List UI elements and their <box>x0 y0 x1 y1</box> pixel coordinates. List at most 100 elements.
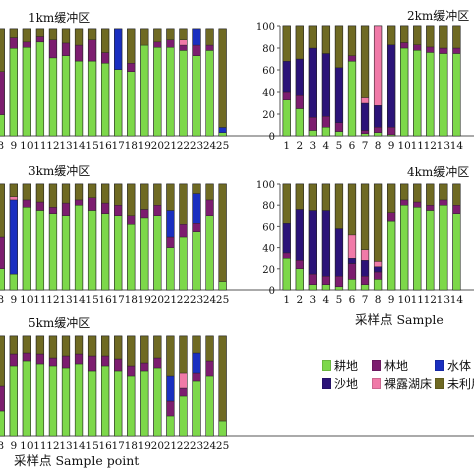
bar-segment-1-18-2 <box>127 63 136 73</box>
bar-segment-5-17-1 <box>114 370 123 437</box>
bar-segment-2-5-4 <box>335 67 343 124</box>
y-tick-label-4-80: 80 <box>262 201 275 212</box>
bar-segment-3-8-6 <box>0 183 5 238</box>
y-tick-label-2-80: 80 <box>262 44 275 55</box>
bar-segment-1-9-2 <box>9 37 18 49</box>
x-tick-label-4-11: 11 <box>411 294 424 306</box>
bar-segment-5-24-1 <box>205 375 214 437</box>
chart-title-3: 3km缓冲区 <box>28 163 90 178</box>
legend-swatch-sand <box>322 378 331 389</box>
bar-segment-1-11-1 <box>35 41 44 137</box>
bar-segment-3-17-1 <box>114 215 123 291</box>
legend-item-sand: 沙地 <box>322 375 358 392</box>
x-tick-label-5-19: 19 <box>138 440 151 452</box>
x-tick-label-3-25: 25 <box>216 294 229 306</box>
bar-segment-1-21-2 <box>166 39 175 48</box>
x-tick-label-3-12: 12 <box>46 294 59 306</box>
chart-title-4: 4km缓冲区 <box>407 164 469 179</box>
bar-segment-2-11-2 <box>413 44 422 51</box>
bar-segment-3-15-1 <box>88 210 97 291</box>
bar-segment-4-4-2 <box>321 276 330 285</box>
bar-segment-4-14-6 <box>452 183 461 206</box>
bar-segment-3-15-6 <box>88 183 97 198</box>
bar-segment-5-23-2 <box>192 372 201 382</box>
x-tick-label-4-3: 3 <box>310 294 317 306</box>
bar-segment-2-1-1 <box>282 99 291 137</box>
bar-segment-1-20-6 <box>153 28 162 43</box>
bar-segment-2-3-4 <box>308 47 317 118</box>
bar-segment-3-22-1 <box>179 236 188 291</box>
bar-segment-5-24-6 <box>205 335 214 362</box>
bar-segment-1-10-2 <box>22 41 31 48</box>
bar-segment-5-17-6 <box>114 335 123 360</box>
x-axis-label-left: 采样点 Sample point <box>14 453 140 468</box>
bar-segment-5-22-6 <box>179 335 188 374</box>
y-tick-label-4-100: 100 <box>256 180 275 191</box>
x-tick-label-4-9: 9 <box>388 294 395 306</box>
bar-segment-5-25-1 <box>218 420 227 437</box>
x-tick-label-5-14: 14 <box>72 440 86 452</box>
bar-segment-1-25-1 <box>218 132 227 137</box>
bar-segment-3-19-6 <box>140 183 149 210</box>
bar-segment-4-2-4 <box>295 209 304 261</box>
bar-segment-2-3-2 <box>308 117 317 131</box>
bar-segment-5-23-3 <box>192 352 201 374</box>
x-tick-label-3-15: 15 <box>85 294 98 306</box>
bar-segment-4-8-2 <box>374 271 383 280</box>
bar-segment-4-12-1 <box>426 210 435 291</box>
x-tick-label-2-13: 13 <box>437 140 450 152</box>
bar-segment-5-10-1 <box>22 360 31 437</box>
bar-segment-5-20-1 <box>153 367 162 437</box>
bar-segment-1-21-1 <box>166 46 175 137</box>
bar-segment-5-16-2 <box>101 355 110 367</box>
bar-segment-5-12-1 <box>49 365 57 437</box>
x-tick-label-1-11: 11 <box>33 140 46 152</box>
bar-segment-5-20-2 <box>153 357 162 369</box>
bar-segment-3-8-1 <box>0 268 5 291</box>
x-tick-label-3-16: 16 <box>98 294 112 306</box>
bar-segment-1-13-2 <box>62 42 70 56</box>
x-tick-label-1-25: 25 <box>216 140 229 152</box>
bar-segment-3-14-1 <box>75 204 84 291</box>
bar-segment-3-23-1 <box>192 231 201 291</box>
bar-segment-5-8-6 <box>0 335 5 387</box>
bar-segment-5-21-3 <box>166 375 175 402</box>
bar-segment-5-11-1 <box>35 363 44 437</box>
bar-segment-3-16-6 <box>101 183 110 204</box>
x-tick-label-4-2: 2 <box>296 294 303 306</box>
bar-segment-3-14-2 <box>75 199 84 206</box>
x-tick-label-2-7: 7 <box>362 140 369 152</box>
bar-segment-1-23-1 <box>192 55 201 137</box>
bar-segment-4-14-1 <box>452 213 461 291</box>
bar-segment-2-1-6 <box>282 25 291 62</box>
bar-segment-5-14-6 <box>75 335 84 355</box>
bar-segment-4-11-6 <box>413 183 422 203</box>
bar-segment-3-11-6 <box>35 183 44 203</box>
bar-segment-2-14-2 <box>452 47 461 54</box>
bar-segment-4-12-2 <box>426 204 435 211</box>
bar-segment-4-6-2 <box>348 263 356 280</box>
bar-segment-5-18-6 <box>127 335 136 367</box>
bar-segment-3-15-2 <box>88 197 97 211</box>
bar-segment-1-10-6 <box>22 28 31 43</box>
bar-segment-3-25-1 <box>218 281 227 291</box>
bar-segment-4-3-4 <box>308 210 317 275</box>
bar-segment-4-14-2 <box>452 204 461 214</box>
x-tick-label-2-1: 1 <box>283 140 290 152</box>
bar-segment-5-13-1 <box>62 367 70 437</box>
legend-swatch-water <box>435 360 444 371</box>
bar-segment-3-19-2 <box>140 209 149 219</box>
x-tick-label-1-9: 9 <box>10 140 17 152</box>
legend-label-lakebed: 裸露湖床 <box>384 377 433 391</box>
bar-segment-1-10-1 <box>22 46 31 137</box>
bar-segment-3-21-2 <box>166 236 175 248</box>
legend-item-unused: 未利用 <box>435 375 474 392</box>
bar-segment-1-25-6 <box>218 28 227 128</box>
x-tick-label-4-14: 14 <box>450 294 464 306</box>
x-tick-label-3-8: 8 <box>0 294 4 306</box>
bar-segment-1-9-6 <box>9 28 18 38</box>
bar-segment-1-22-6 <box>179 28 188 40</box>
bar-segment-3-11-2 <box>35 201 44 211</box>
bar-segment-2-2-6 <box>295 25 304 60</box>
x-tick-label-2-2: 2 <box>296 140 303 152</box>
